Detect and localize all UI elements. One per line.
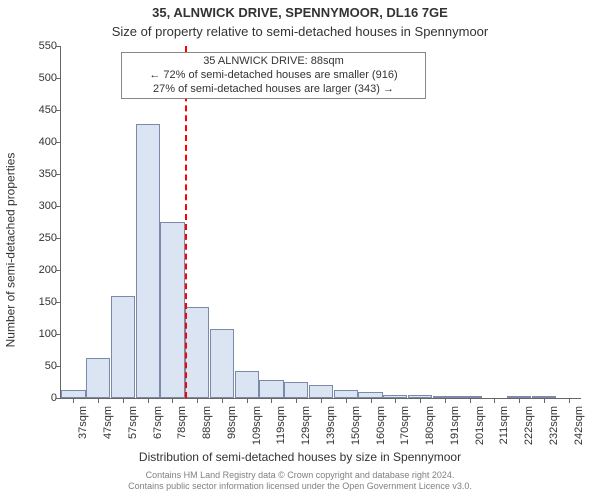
y-tick-mark (56, 206, 61, 207)
x-tick-label: 170sqm (399, 406, 411, 456)
annotation-line: ← 72% of semi-detached houses are smalle… (126, 69, 421, 83)
x-tick-mark (296, 398, 297, 403)
y-tick-mark (56, 334, 61, 335)
y-tick-mark (56, 110, 61, 111)
x-tick-label: 88sqm (201, 406, 213, 456)
histogram-bar (86, 358, 110, 398)
x-tick-mark (321, 398, 322, 403)
x-axis-label: Distribution of semi-detached houses by … (0, 450, 600, 464)
histogram-bar (210, 329, 234, 398)
y-tick-mark (56, 302, 61, 303)
y-tick-mark (56, 238, 61, 239)
x-tick-label: 150sqm (350, 406, 362, 456)
histogram-bar (259, 380, 283, 398)
y-tick-label: 50 (27, 360, 57, 372)
y-tick-label: 350 (27, 168, 57, 180)
x-tick-label: 67sqm (152, 406, 164, 456)
page: 35, ALNWICK DRIVE, SPENNYMOOR, DL16 7GE … (0, 0, 600, 500)
x-tick-label: 78sqm (176, 406, 188, 456)
x-tick-label: 232sqm (548, 406, 560, 456)
x-tick-mark (73, 398, 74, 403)
y-tick-label: 100 (27, 328, 57, 340)
x-tick-mark (371, 398, 372, 403)
histogram-bar (309, 385, 333, 398)
histogram-bar (136, 124, 160, 398)
x-tick-label: 180sqm (424, 406, 436, 456)
x-tick-label: 222sqm (523, 406, 535, 456)
y-tick-label: 200 (27, 264, 57, 276)
y-tick-mark (56, 174, 61, 175)
y-tick-label: 450 (27, 104, 57, 116)
footer-attribution: Contains HM Land Registry data © Crown c… (0, 470, 600, 493)
x-tick-mark (494, 398, 495, 403)
x-tick-mark (222, 398, 223, 403)
histogram-bar (185, 307, 209, 398)
y-tick-mark (56, 270, 61, 271)
x-tick-mark (346, 398, 347, 403)
histogram-bar (334, 390, 358, 398)
x-tick-mark (569, 398, 570, 403)
x-tick-label: 37sqm (77, 406, 89, 456)
annotation-line: 27% of semi-detached houses are larger (… (126, 83, 421, 97)
y-tick-mark (56, 398, 61, 399)
y-axis-label: Number of semi-detached properties (2, 0, 18, 500)
x-tick-mark (197, 398, 198, 403)
y-tick-label: 150 (27, 296, 57, 308)
x-tick-mark (172, 398, 173, 403)
y-tick-label: 300 (27, 200, 57, 212)
y-tick-label: 400 (27, 136, 57, 148)
x-tick-mark (544, 398, 545, 403)
x-tick-mark (271, 398, 272, 403)
chart-title-line2: Size of property relative to semi-detach… (0, 24, 600, 39)
x-tick-mark (395, 398, 396, 403)
x-tick-label: 191sqm (449, 406, 461, 456)
x-tick-label: 242sqm (573, 406, 585, 456)
x-tick-mark (470, 398, 471, 403)
y-tick-mark (56, 78, 61, 79)
y-tick-label: 0 (27, 392, 57, 404)
y-axis-label-text: Number of semi-detached properties (3, 153, 17, 348)
histogram-bar (235, 371, 259, 398)
y-tick-mark (56, 46, 61, 47)
x-tick-mark (98, 398, 99, 403)
footer-line: Contains HM Land Registry data © Crown c… (0, 470, 600, 481)
annotation-box: 35 ALNWICK DRIVE: 88sqm← 72% of semi-det… (121, 52, 426, 99)
x-tick-label: 211sqm (498, 406, 510, 456)
y-tick-label: 550 (27, 40, 57, 52)
histogram-bar (160, 222, 184, 398)
x-tick-label: 201sqm (474, 406, 486, 456)
x-tick-mark (123, 398, 124, 403)
annotation-line: 35 ALNWICK DRIVE: 88sqm (126, 55, 421, 69)
x-tick-label: 160sqm (375, 406, 387, 456)
chart-title-line1: 35, ALNWICK DRIVE, SPENNYMOOR, DL16 7GE (0, 5, 600, 20)
x-tick-label: 139sqm (325, 406, 337, 456)
histogram-bar (111, 296, 135, 398)
y-tick-label: 500 (27, 72, 57, 84)
x-tick-label: 57sqm (127, 406, 139, 456)
x-tick-mark (445, 398, 446, 403)
x-tick-mark (420, 398, 421, 403)
y-tick-mark (56, 142, 61, 143)
x-tick-mark (247, 398, 248, 403)
x-tick-label: 109sqm (251, 406, 263, 456)
histogram-bar (284, 382, 308, 398)
y-tick-mark (56, 366, 61, 367)
x-tick-mark (519, 398, 520, 403)
plot-area: 05010015020025030035040045050055037sqm47… (60, 46, 581, 399)
x-tick-label: 98sqm (226, 406, 238, 456)
x-tick-label: 47sqm (102, 406, 114, 456)
footer-line: Contains public sector information licen… (0, 481, 600, 492)
y-tick-label: 250 (27, 232, 57, 244)
x-tick-label: 119sqm (275, 406, 287, 456)
x-tick-label: 129sqm (300, 406, 312, 456)
histogram-bar (61, 390, 85, 398)
x-tick-mark (148, 398, 149, 403)
